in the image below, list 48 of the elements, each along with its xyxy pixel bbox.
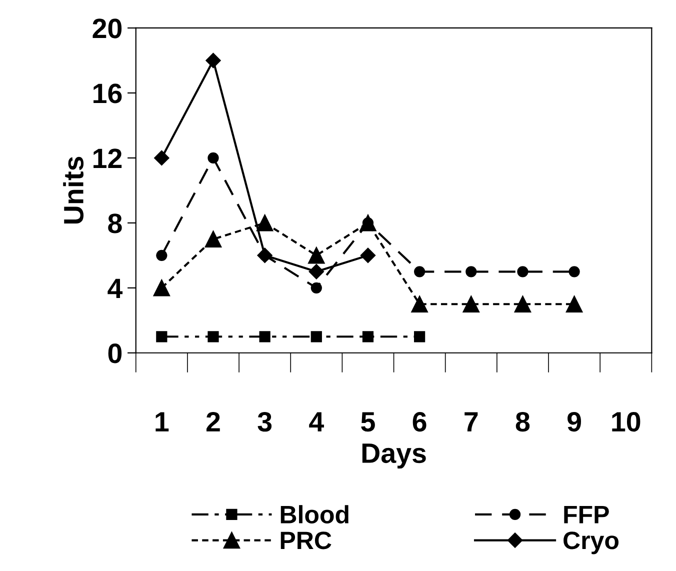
point (153, 280, 170, 296)
x-tick-label: 5 (361, 412, 375, 432)
x-tick-label: 2 (206, 412, 220, 432)
point (256, 214, 274, 232)
y-tick-label: 4 (108, 278, 123, 298)
point (310, 331, 322, 342)
x-tick-label: 8 (516, 412, 530, 432)
x-tick-label: 3 (258, 412, 272, 432)
point (514, 296, 532, 312)
point (156, 250, 168, 261)
point (362, 331, 374, 342)
point (208, 152, 219, 164)
point (208, 331, 219, 342)
x-axis-title: Days (362, 444, 426, 469)
y-tick-label: 12 (94, 148, 122, 168)
point (206, 52, 221, 68)
point (414, 266, 426, 278)
point (360, 248, 376, 263)
point (156, 331, 168, 342)
y-tick-label: 0 (108, 344, 122, 364)
x-tick-label: 10 (612, 412, 640, 432)
point (308, 264, 324, 280)
point (308, 247, 325, 264)
y-tick-label: 20 (92, 18, 122, 38)
point (310, 282, 322, 294)
point (360, 214, 376, 232)
point (466, 266, 477, 278)
y-tick-label: 8 (108, 214, 122, 234)
y-axis-title: Units (63, 156, 84, 224)
legend-label: Blood (280, 505, 348, 524)
x-tick-label: 4 (309, 412, 324, 432)
point (462, 296, 480, 312)
x-tick-label: 7 (464, 412, 478, 432)
point (411, 296, 428, 312)
y-tick-label: 16 (94, 84, 122, 104)
x-tick-label: 6 (412, 412, 426, 432)
point (568, 266, 580, 278)
point (566, 296, 583, 312)
point (154, 150, 170, 166)
legend-label: PRC (280, 532, 332, 550)
legend-label: FFP (564, 506, 609, 524)
point (414, 331, 426, 342)
x-tick-label: 1 (156, 412, 169, 432)
point (517, 266, 528, 278)
legend-label: Cryo (564, 532, 619, 554)
point (204, 230, 222, 248)
point (259, 331, 270, 342)
x-tick-label: 9 (568, 412, 581, 432)
